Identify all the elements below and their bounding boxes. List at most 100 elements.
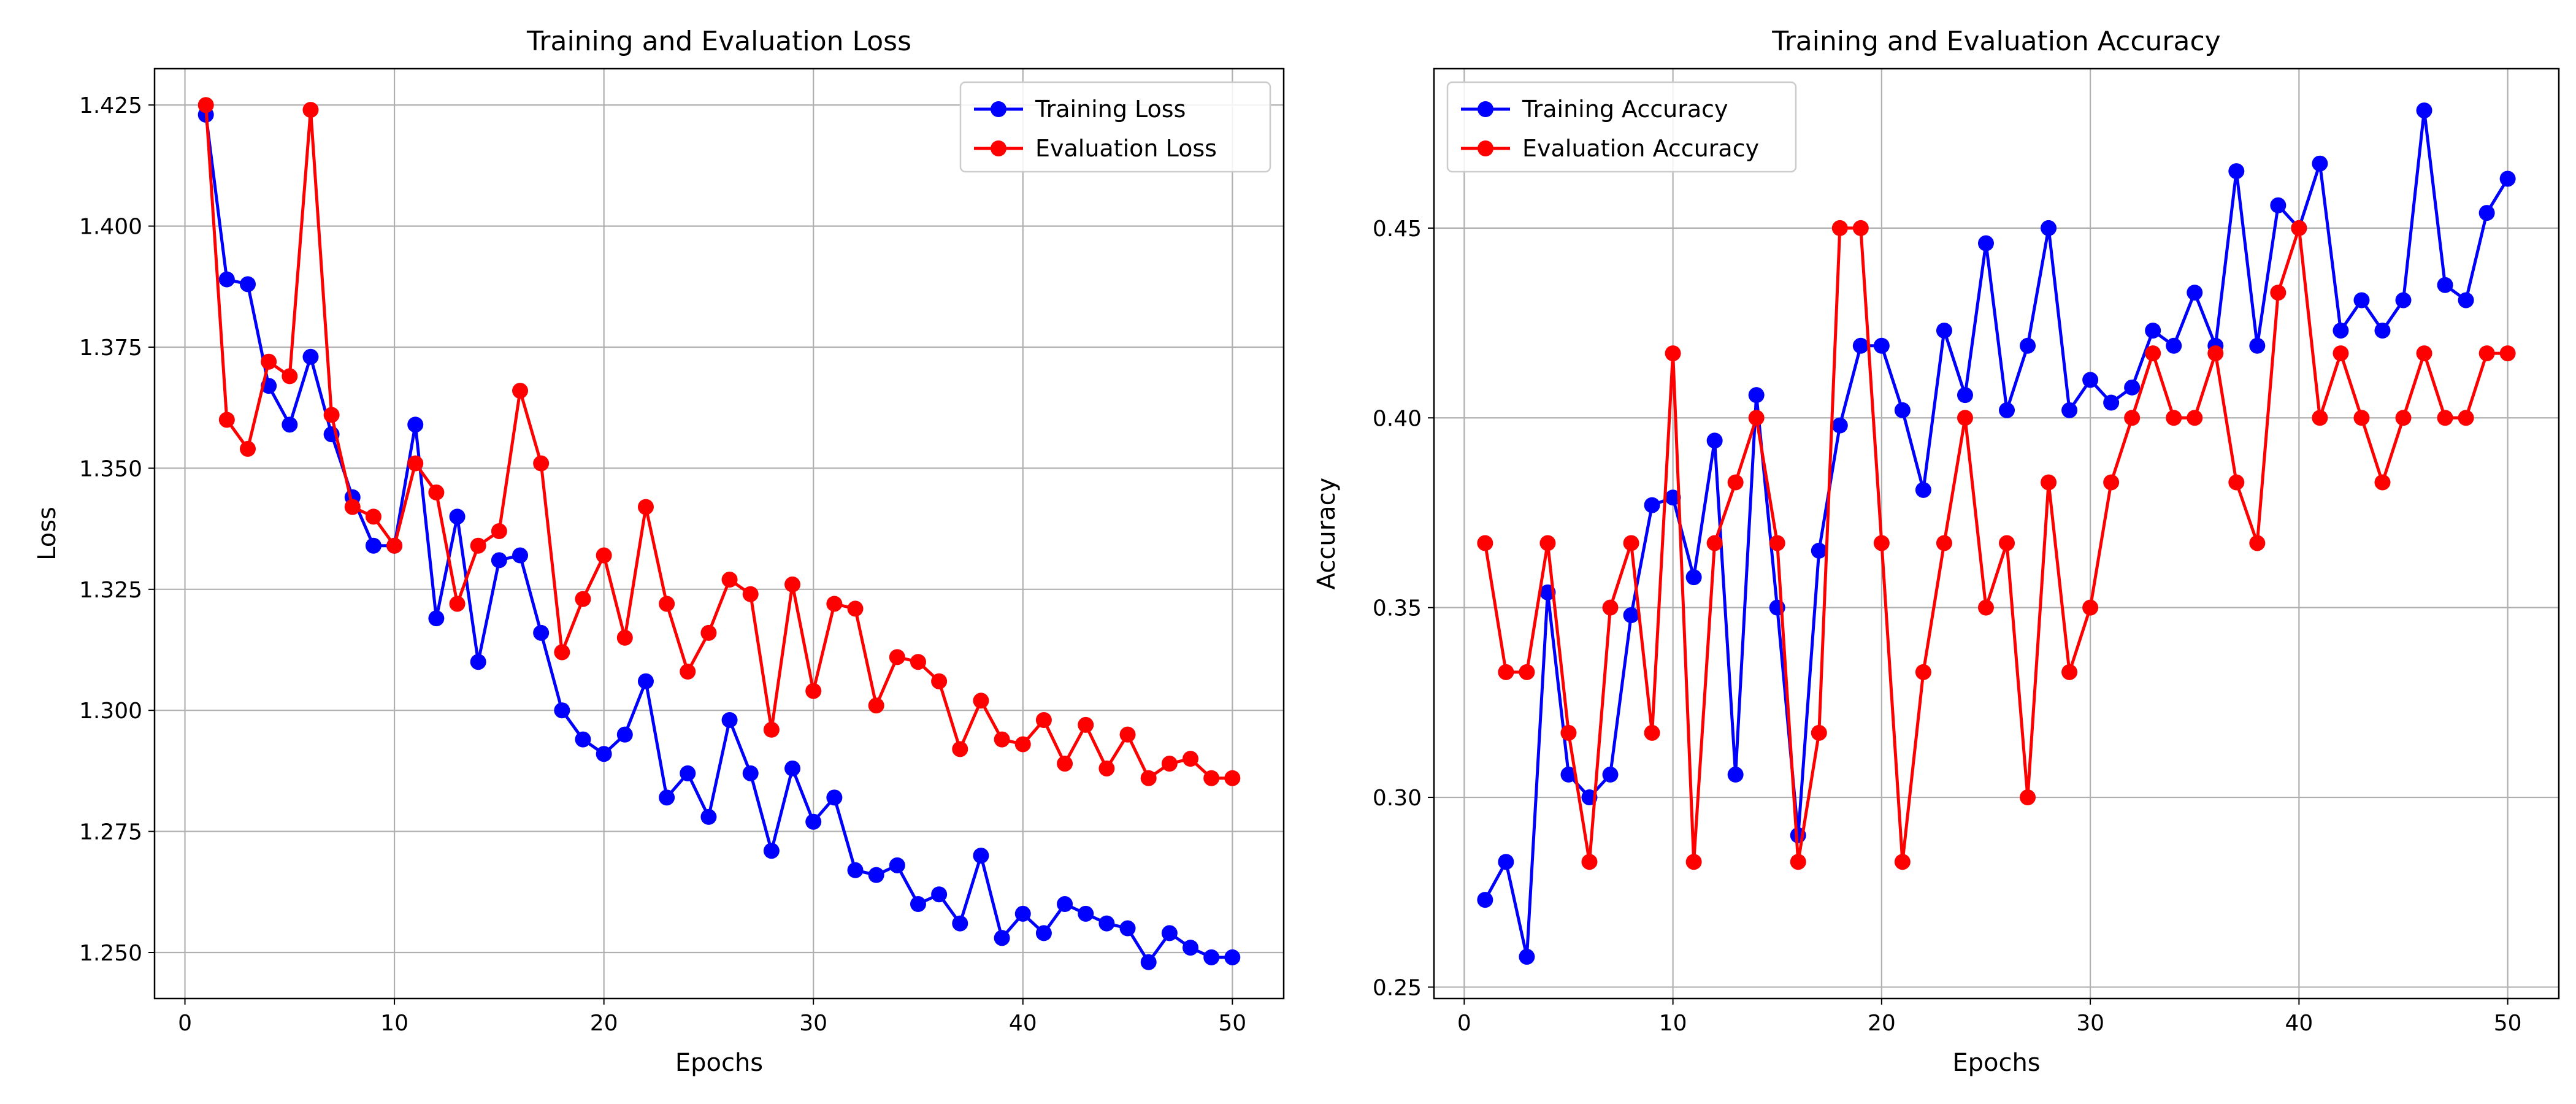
loss-x-tick-label: 0 xyxy=(178,1011,192,1036)
training-accuracy-point xyxy=(1706,432,1723,449)
evaluation-loss-point xyxy=(365,508,381,525)
evaluation-accuracy-point xyxy=(2166,410,2182,426)
training-loss-point xyxy=(1183,940,1199,956)
evaluation-loss-point xyxy=(1224,770,1241,786)
evaluation-loss-point xyxy=(910,654,926,670)
training-accuracy-point xyxy=(1748,387,1765,404)
evaluation-loss-point xyxy=(659,596,675,612)
evaluation-accuracy-point xyxy=(1602,599,1619,616)
loss-y-tick-label: 1.250 xyxy=(79,941,142,966)
evaluation-loss-point xyxy=(407,455,424,472)
evaluation-loss-point xyxy=(1203,770,1220,786)
training-accuracy-point xyxy=(1852,337,1869,354)
evaluation-accuracy-point xyxy=(1685,854,1702,870)
training-accuracy-point xyxy=(2228,163,2245,180)
evaluation-accuracy-point xyxy=(1957,410,1973,426)
evaluation-accuracy-point xyxy=(2103,474,2120,491)
training-accuracy-point xyxy=(1560,766,1577,783)
evaluation-loss-point xyxy=(1035,711,1052,728)
loss-x-tick-label: 50 xyxy=(1218,1011,1246,1036)
evaluation-loss-point xyxy=(973,692,989,709)
evaluation-loss-point xyxy=(1078,716,1094,733)
evaluation-loss-point xyxy=(428,484,445,500)
training-accuracy-point xyxy=(2395,292,2412,309)
loss-axes-frame xyxy=(153,67,1285,1000)
evaluation-loss-point xyxy=(533,455,550,472)
training-accuracy-point xyxy=(2103,394,2120,411)
training-accuracy-point xyxy=(1498,854,1514,870)
evaluation-accuracy-point xyxy=(1748,410,1765,426)
training-loss-point xyxy=(428,610,445,627)
accuracy-legend-box xyxy=(1446,81,1797,173)
training-loss-point xyxy=(1140,954,1157,970)
accuracy-x-tick-label: 0 xyxy=(1457,1011,1471,1036)
evaluation-accuracy-point xyxy=(2312,410,2328,426)
training-loss-point xyxy=(721,711,738,728)
evaluation-accuracy-point xyxy=(2228,474,2245,491)
evaluation-loss-point xyxy=(261,353,277,370)
training-accuracy-point xyxy=(2312,155,2328,172)
training-loss-point xyxy=(1224,949,1241,965)
evaluation-loss-point xyxy=(784,576,801,592)
evaluation-loss-point xyxy=(931,673,948,689)
training-loss-legend-marker xyxy=(991,101,1006,117)
evaluation-accuracy-point xyxy=(2395,410,2412,426)
training-accuracy-point xyxy=(2353,292,2370,309)
accuracy-y-tick-label: 0.25 xyxy=(1373,975,1422,1000)
evaluation-loss-point xyxy=(868,697,884,714)
training-accuracy-point xyxy=(1831,417,1848,434)
training-loss-point xyxy=(742,765,759,781)
accuracy-x-tick-label: 20 xyxy=(1868,1011,1896,1036)
evaluation-loss-point xyxy=(491,523,507,540)
evaluation-accuracy-point xyxy=(2207,345,2224,362)
training-loss-point xyxy=(512,547,529,564)
training-loss-point xyxy=(1057,896,1073,913)
training-loss-point xyxy=(784,760,801,776)
training-accuracy-point xyxy=(2166,337,2182,354)
training-loss-point xyxy=(700,808,717,825)
training-accuracy-point xyxy=(2020,337,2036,354)
training-accuracy-point xyxy=(1936,322,1952,339)
accuracy-y-tick-label: 0.40 xyxy=(1373,406,1422,431)
evaluation-accuracy-point xyxy=(1539,535,1556,551)
loss-x-tick-label: 40 xyxy=(1009,1011,1037,1036)
evaluation-accuracy-legend-marker xyxy=(1478,140,1493,156)
evaluation-loss-point xyxy=(952,741,968,757)
accuracy-x-tick-label: 10 xyxy=(1659,1011,1687,1036)
training-loss-point xyxy=(910,896,926,913)
training-loss-point xyxy=(470,654,486,670)
training-accuracy-point xyxy=(1873,337,1890,354)
evaluation-loss-point xyxy=(994,731,1010,748)
evaluation-accuracy-point xyxy=(1727,474,1744,491)
training-accuracy-point xyxy=(1519,948,1535,965)
training-accuracy-point xyxy=(2041,220,2057,236)
loss-x-axis-label: Epochs xyxy=(675,1049,763,1077)
evaluation-accuracy-point xyxy=(2499,345,2516,362)
evaluation-accuracy-point xyxy=(1999,535,2015,551)
training-loss-point xyxy=(680,765,696,781)
training-loss-point xyxy=(889,857,905,873)
training-accuracy-point xyxy=(2437,277,2453,293)
training-loss-point xyxy=(239,276,256,293)
evaluation-accuracy-point xyxy=(2041,474,2057,491)
training-accuracy-point xyxy=(1477,892,1493,908)
evaluation-accuracy-point xyxy=(2478,345,2495,362)
evaluation-accuracy-point xyxy=(1936,535,1952,551)
evaluation-loss-point xyxy=(1098,760,1115,776)
evaluation-accuracy-legend-label: Evaluation Accuracy xyxy=(1522,135,1759,162)
training-accuracy-point xyxy=(1602,766,1619,783)
training-accuracy-point xyxy=(1977,235,1994,251)
evaluation-accuracy-point xyxy=(1811,724,1827,741)
evaluation-loss-point xyxy=(197,97,214,113)
evaluation-loss-point xyxy=(239,440,256,457)
evaluation-loss-point xyxy=(1057,756,1073,772)
training-loss-point xyxy=(218,271,235,288)
training-loss-point xyxy=(637,673,654,689)
evaluation-loss-point xyxy=(637,499,654,515)
training-accuracy-point xyxy=(1644,497,1660,513)
loss-chart-panel: 0 10 20 30 40 50 1.250 1.275 1.300 1.325 1.350 1.37… xyxy=(33,26,1285,1077)
training-loss-point xyxy=(952,915,968,932)
loss-y-tick-label: 1.425 xyxy=(79,93,142,118)
evaluation-loss-point xyxy=(680,664,696,680)
